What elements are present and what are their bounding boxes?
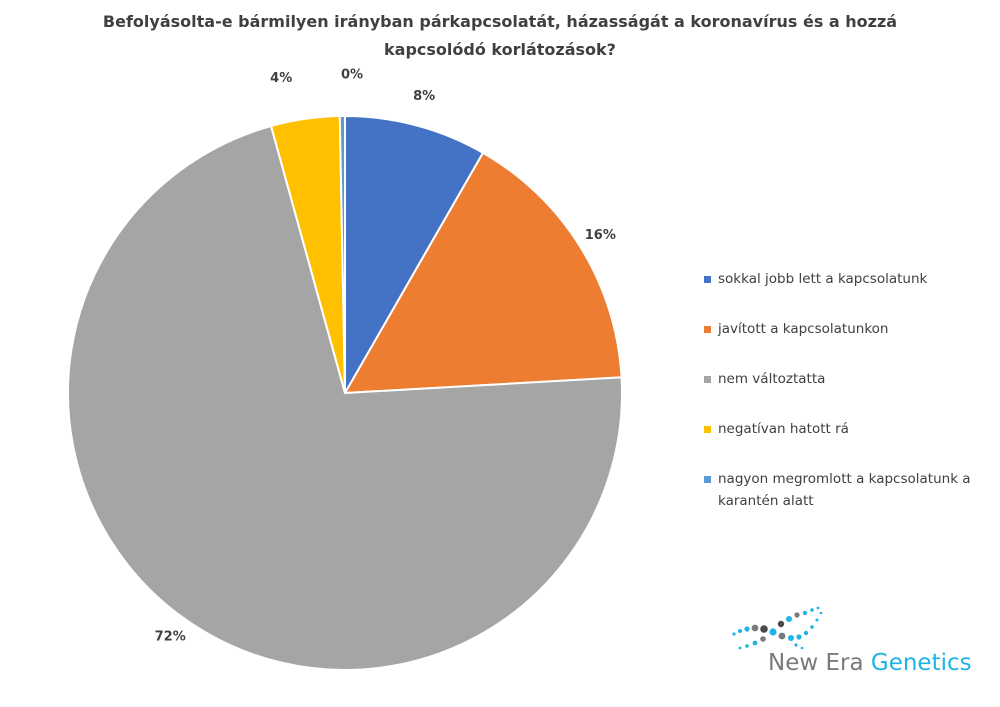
pie-slice — [67, 124, 623, 671]
data-label: 72% — [155, 629, 186, 644]
legend-item: sokkal jobb lett a kapcsolatunk — [704, 268, 994, 290]
data-label: 8% — [413, 89, 435, 104]
logo-word-genetics: Genetics — [870, 650, 972, 676]
pie-slice — [338, 114, 346, 394]
dna-helix-icon — [732, 606, 823, 650]
chart-title: Befolyásolta-e bármilyen irányban párkap… — [102, 12, 898, 59]
legend-label: javított a kapcsolatunkon — [718, 321, 889, 337]
legend-item: nem változtatta — [704, 368, 994, 390]
data-label: 16% — [585, 228, 616, 243]
logo-word-new-era: New Era — [768, 650, 864, 676]
legend: sokkal jobb lett a kapcsolatunk javított… — [704, 268, 994, 540]
legend-swatch — [704, 426, 711, 433]
legend-item: nagyon megromlott a kapcsolatunk a karan… — [704, 468, 994, 512]
legend-label: nagyon megromlott a kapcsolatunk a karan… — [718, 471, 971, 509]
legend-item: javított a kapcsolatunkon — [704, 318, 994, 340]
legend-swatch — [704, 476, 711, 483]
data-label: 0% — [341, 68, 363, 83]
legend-item: negatívan hatott rá — [704, 418, 994, 440]
legend-label: sokkal jobb lett a kapcsolatunk — [718, 271, 928, 287]
pie-slice — [344, 114, 485, 397]
data-labels: 8% 16% 72% 4% 0% — [155, 68, 616, 645]
legend-label: negatívan hatott rá — [718, 421, 849, 437]
data-label: 4% — [270, 71, 292, 86]
logo-text: New Era Genetics — [768, 650, 972, 676]
legend-swatch — [704, 276, 711, 283]
legend-swatch — [704, 376, 711, 383]
legend-swatch — [704, 326, 711, 333]
company-logo: New Era Genetics — [728, 600, 978, 690]
pie-slices — [67, 114, 623, 671]
pie-slice — [343, 151, 623, 395]
legend-label: nem változtatta — [718, 371, 826, 387]
